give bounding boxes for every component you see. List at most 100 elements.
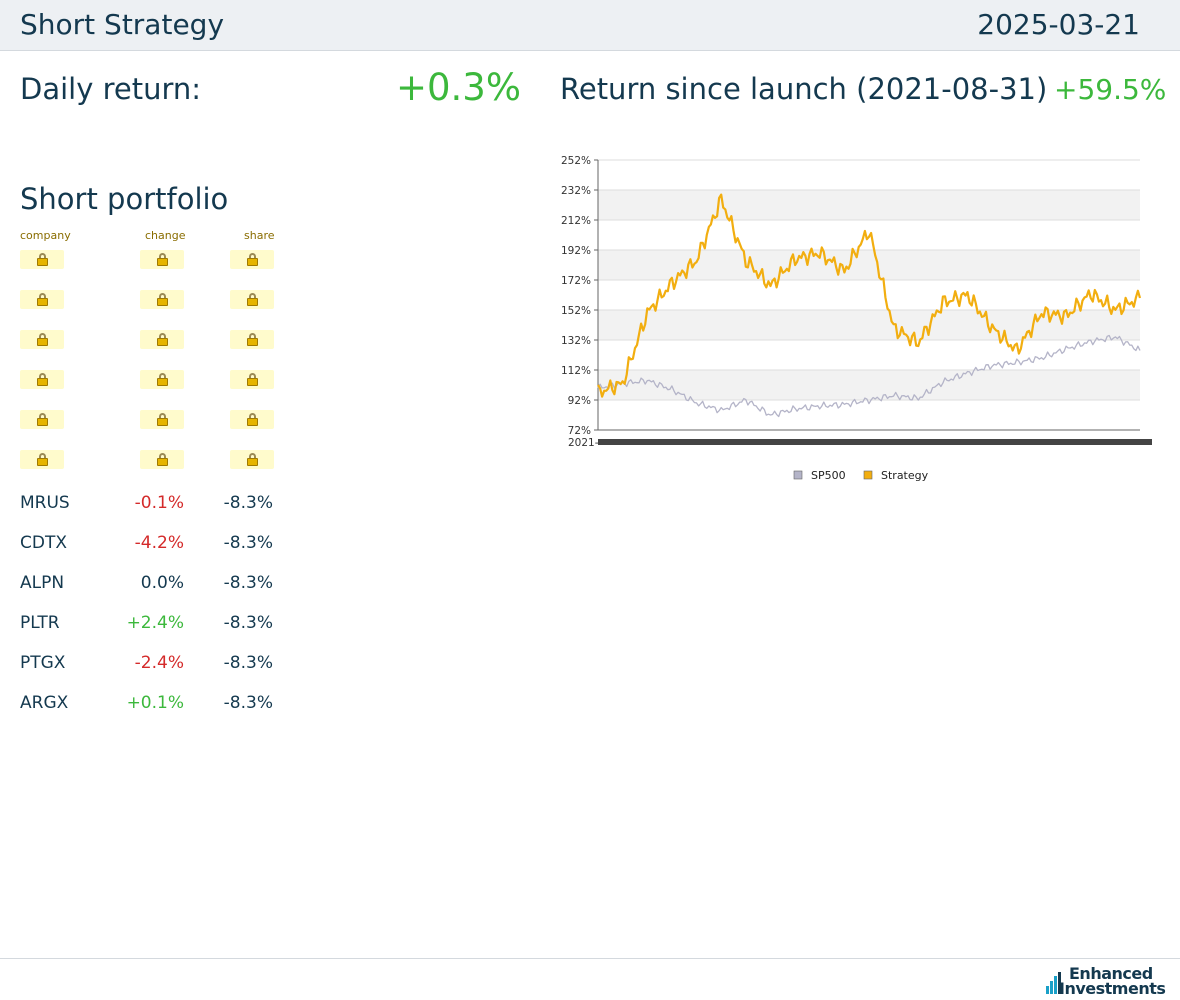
holding-row: ARGX +0.1% -8.3% xyxy=(20,690,280,730)
locked-cell xyxy=(140,410,184,429)
holding-ticker: CDTX xyxy=(20,533,67,553)
locked-cell xyxy=(140,290,184,309)
report-date: 2025-03-21 xyxy=(977,8,1140,41)
locked-cell xyxy=(230,450,274,469)
locked-row xyxy=(20,330,280,370)
daily-return-label: Daily return: xyxy=(20,72,202,106)
locked-cell xyxy=(230,410,274,429)
y-tick-label: 92% xyxy=(568,395,591,407)
holding-ticker: ALPN xyxy=(20,573,65,593)
locked-cell xyxy=(20,330,64,349)
holding-change: +2.4% xyxy=(126,613,184,633)
lock-icon xyxy=(246,413,258,426)
y-tick-label: 172% xyxy=(561,275,591,287)
holding-change: -2.4% xyxy=(134,653,184,673)
holding-change: -0.1% xyxy=(134,493,184,513)
lock-icon xyxy=(156,453,168,466)
enhanced-investments-logo: Enhanced Investments xyxy=(1046,964,1166,998)
column-header-company: company xyxy=(20,229,71,242)
locked-cell xyxy=(20,450,64,469)
holding-row: PLTR +2.4% -8.3% xyxy=(20,610,280,650)
holding-change: 0.0% xyxy=(140,573,184,593)
lock-icon xyxy=(36,293,48,306)
y-tick-label: 132% xyxy=(561,335,591,347)
holding-change: -4.2% xyxy=(134,533,184,553)
lock-icon xyxy=(246,453,258,466)
holding-row: ALPN 0.0% -8.3% xyxy=(20,570,280,610)
legend-label: Strategy xyxy=(881,469,929,482)
lock-icon xyxy=(36,373,48,386)
locked-cell xyxy=(230,250,274,269)
locked-cell xyxy=(140,370,184,389)
x-tick-label: 2021- xyxy=(568,437,599,449)
locked-row xyxy=(20,250,280,290)
y-tick-label: 112% xyxy=(561,365,591,377)
holdings-table: MRUS -0.1% -8.3% CDTX -4.2% -8.3% ALPN 0.0% -8.3… xyxy=(20,490,280,730)
locked-cell xyxy=(20,410,64,429)
grid-band xyxy=(598,340,1140,370)
lock-icon xyxy=(156,333,168,346)
footer-divider xyxy=(0,958,1180,959)
y-tick-label: 252% xyxy=(561,155,591,167)
lock-icon xyxy=(246,293,258,306)
lock-icon xyxy=(36,453,48,466)
legend-swatch xyxy=(793,470,803,480)
since-launch-label: Return since launch (2021-08-31) xyxy=(560,72,1048,106)
holding-ticker: MRUS xyxy=(20,493,70,513)
locked-cell xyxy=(140,450,184,469)
daily-return-value: +0.3% xyxy=(396,66,522,109)
holding-share: -8.3% xyxy=(223,573,273,593)
holding-ticker: ARGX xyxy=(20,693,69,713)
lock-icon xyxy=(246,373,258,386)
grid-band xyxy=(598,280,1140,310)
holding-ticker: PTGX xyxy=(20,653,66,673)
portfolio-title: Short portfolio xyxy=(20,182,229,216)
lock-icon xyxy=(156,413,168,426)
holding-row: CDTX -4.2% -8.3% xyxy=(20,530,280,570)
lock-icon xyxy=(156,253,168,266)
series-line-sp500 xyxy=(597,334,1141,418)
lock-icon xyxy=(246,333,258,346)
page-title: Short Strategy xyxy=(20,8,225,41)
performance-chart: 72% 92% 112% 132% 152% 172% 192% 212% 232% 252% 20… xyxy=(556,148,1166,493)
holding-ticker: PLTR xyxy=(20,613,60,633)
locked-row xyxy=(20,290,280,330)
lock-icon xyxy=(36,253,48,266)
lock-icon xyxy=(246,253,258,266)
locked-cell xyxy=(140,330,184,349)
locked-cell xyxy=(20,250,64,269)
y-tick-label: 152% xyxy=(561,305,591,317)
holding-share: -8.3% xyxy=(223,613,273,633)
logo-text-line1: Enhanced xyxy=(1069,964,1153,983)
lock-icon xyxy=(36,333,48,346)
y-tick-label: 232% xyxy=(561,185,591,197)
holding-share: -8.3% xyxy=(223,693,273,713)
since-launch-value: +59.5% xyxy=(1054,73,1167,106)
grid-band xyxy=(598,190,1140,220)
locked-row xyxy=(20,370,280,410)
locked-cell xyxy=(230,330,274,349)
grid-band xyxy=(598,400,1140,430)
column-header-share: share xyxy=(244,229,275,242)
series-line-strategy xyxy=(597,193,1142,398)
legend-label: SP500 xyxy=(811,469,846,482)
lock-icon xyxy=(156,293,168,306)
y-tick-label: 212% xyxy=(561,215,591,227)
locked-cell xyxy=(230,290,274,309)
lock-icon xyxy=(156,373,168,386)
grid-band xyxy=(598,160,1140,190)
grid-band xyxy=(598,370,1140,400)
locked-cell xyxy=(230,370,274,389)
locked-cell xyxy=(20,370,64,389)
y-tick-label: 72% xyxy=(568,425,591,437)
lock-icon xyxy=(36,413,48,426)
locked-cell xyxy=(20,290,64,309)
holding-row: PTGX -2.4% -8.3% xyxy=(20,650,280,690)
legend-swatch xyxy=(863,470,873,480)
column-header-change: change xyxy=(145,229,186,242)
locked-cell xyxy=(140,250,184,269)
holding-change: +0.1% xyxy=(126,693,184,713)
page-header: Short Strategy 2025-03-21 xyxy=(0,0,1180,51)
logo-bars-icon xyxy=(1046,972,1062,994)
locked-row xyxy=(20,450,280,490)
